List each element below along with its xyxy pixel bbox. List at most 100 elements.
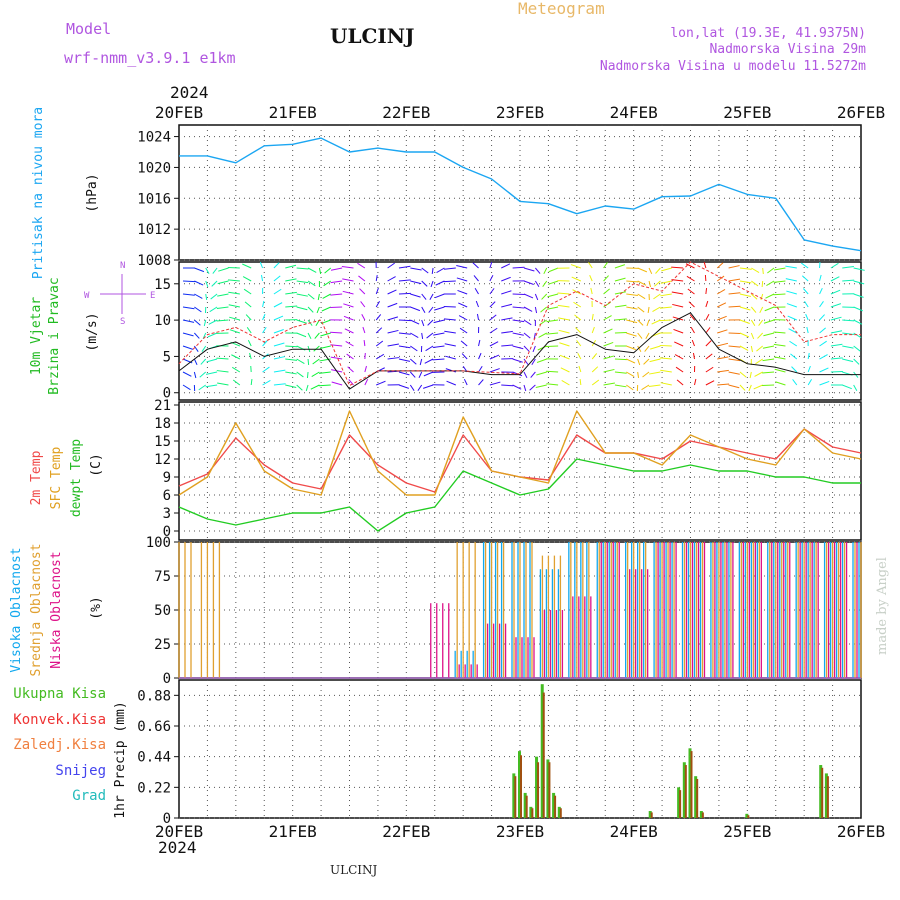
wind-barb <box>262 327 267 334</box>
wind-barb <box>398 345 411 349</box>
wind-barb <box>423 384 434 389</box>
model-elevation-label: Nadmorska Visina u modelu 11.5272m <box>600 59 866 74</box>
wind-barb <box>461 353 468 360</box>
wind-barb <box>474 287 479 295</box>
wind-barb <box>432 345 445 349</box>
y-tick-label: 1016 <box>137 191 171 207</box>
wind-barb <box>819 287 823 295</box>
wind-barb <box>536 371 547 376</box>
wind-barb <box>421 306 426 314</box>
wind-barb <box>445 355 456 360</box>
wind-barb <box>626 345 637 351</box>
elevation-label: Nadmorska Visina 29m <box>709 42 866 57</box>
wind-barb <box>690 326 695 334</box>
wind-barb <box>473 275 479 282</box>
wind-barb <box>410 267 422 271</box>
wind-barb <box>728 305 741 308</box>
wind-barb <box>330 306 343 309</box>
wind-barb <box>807 378 813 386</box>
wind-barb <box>431 267 434 275</box>
wind-barb <box>425 345 434 352</box>
wind-barb <box>489 341 499 347</box>
wind-barb <box>763 332 775 337</box>
wind-barb <box>205 280 209 288</box>
precip-bar-conv <box>684 765 687 818</box>
wind-barb <box>705 340 712 347</box>
wind-barb <box>661 267 672 272</box>
wind-barb <box>853 332 862 339</box>
cloud-label-mid: Srednja Oblacnost <box>29 543 44 676</box>
wind-barb <box>305 384 309 392</box>
y-tick-label: 0.88 <box>137 688 171 704</box>
wind-barb <box>575 327 582 334</box>
wind-barb <box>231 366 241 373</box>
wind-barb <box>673 328 684 334</box>
wind-barb <box>512 306 525 309</box>
wind-barb <box>410 345 418 352</box>
wind-barb <box>489 368 500 373</box>
wind-barb <box>579 378 582 386</box>
precip-bar-conv <box>826 776 829 818</box>
temp-label-2m: 2m Temp <box>29 450 44 505</box>
compass-n: N <box>120 261 125 271</box>
wind-barb <box>739 306 751 311</box>
wind-barb <box>532 345 536 353</box>
wind-barb <box>375 353 385 360</box>
wind-barb <box>637 345 642 353</box>
wind-barb <box>805 313 809 321</box>
wind-barb <box>603 368 615 373</box>
wind-barb <box>318 267 322 275</box>
wind-barb <box>717 369 729 373</box>
wind-barb <box>419 358 423 366</box>
wind-barb <box>476 313 480 321</box>
wind-barb <box>296 293 308 297</box>
wind-barb <box>512 332 524 336</box>
temp-line-2 <box>178 458 861 532</box>
wind-barb <box>591 353 598 360</box>
wind-barb <box>410 280 422 285</box>
wind-barb <box>703 261 707 269</box>
panel-wind: 0 5 10 15 <box>154 261 865 402</box>
wind-barb <box>360 301 366 308</box>
wind-barb <box>671 266 684 269</box>
wind-barb <box>559 342 570 347</box>
wind-barb <box>460 340 468 347</box>
wind-barb <box>626 280 639 283</box>
precip-bar-total <box>535 756 539 818</box>
wind-barb <box>296 306 308 311</box>
wind-barb <box>753 384 763 390</box>
wind-barb <box>830 343 843 347</box>
wind-barb <box>182 306 195 310</box>
wind-barb <box>273 315 284 321</box>
wind-barb <box>637 280 647 286</box>
wind-barb <box>523 319 532 326</box>
wind-barb <box>716 262 724 269</box>
wind-barb <box>788 328 798 334</box>
precip-legend-snow: Snijeg <box>55 763 106 779</box>
wind-barb <box>705 353 713 360</box>
wind-barb <box>318 384 331 387</box>
wind-barb <box>806 326 809 334</box>
footer-station: ULCINJ <box>330 863 378 877</box>
wind-barb <box>203 319 207 327</box>
wind-barb <box>418 371 423 379</box>
wind-barb <box>694 378 697 386</box>
wind-barb <box>830 289 841 295</box>
wind-barb <box>534 306 538 314</box>
wind-barb <box>774 356 786 360</box>
wind-barb <box>273 262 280 269</box>
wind-barb <box>530 371 536 378</box>
wind-barb <box>478 379 484 386</box>
wind-barb <box>688 301 695 308</box>
wind-barb <box>458 315 468 321</box>
wind-barb <box>217 293 229 297</box>
wind-barb <box>659 357 672 360</box>
wind-barb <box>409 371 416 378</box>
wind-barb <box>705 380 715 386</box>
wind-barb <box>800 262 809 269</box>
cloud-unit: (%) <box>89 596 104 619</box>
wind-barb <box>424 358 434 364</box>
wind-barb <box>512 266 525 269</box>
wind-barb <box>489 261 493 269</box>
wind-barb <box>262 313 266 321</box>
